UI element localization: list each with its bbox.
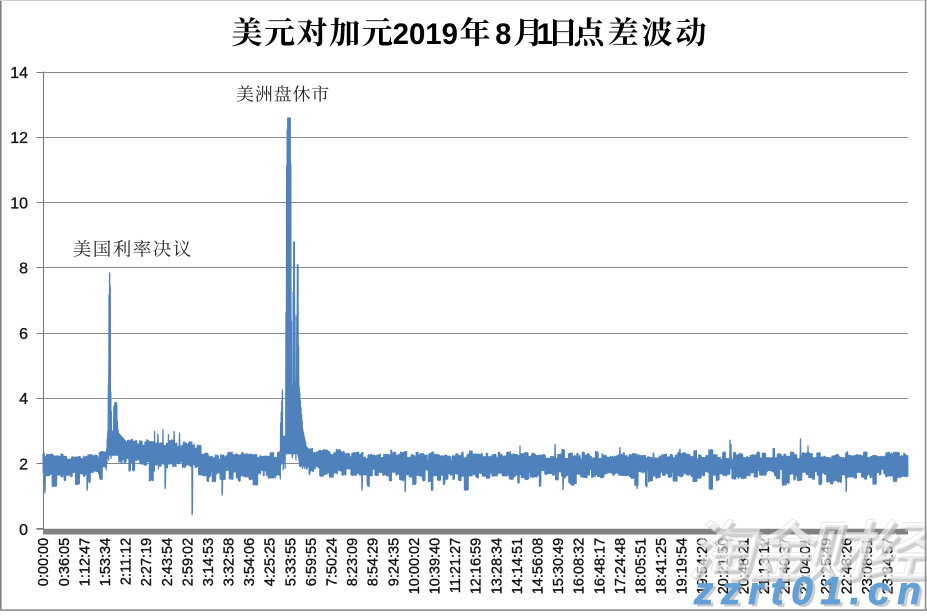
- svg-text:0:00:00: 0:00:00: [36, 538, 52, 586]
- svg-text:17:24:48: 17:24:48: [613, 538, 629, 594]
- svg-text:16:48:17: 16:48:17: [592, 538, 608, 594]
- svg-text:15:30:49: 15:30:49: [551, 538, 567, 594]
- svg-text:3:14:53: 3:14:53: [201, 538, 217, 586]
- svg-text:0: 0: [19, 522, 28, 539]
- svg-text:12:16:59: 12:16:59: [469, 538, 485, 594]
- svg-text:4:25:25: 4:25:25: [263, 538, 279, 586]
- svg-text:8: 8: [495, 18, 511, 51]
- svg-text:18:05:51: 18:05:51: [634, 538, 650, 594]
- svg-text:16:08:32: 16:08:32: [572, 538, 588, 594]
- svg-text:4: 4: [19, 391, 28, 408]
- svg-text:14:14:51: 14:14:51: [510, 538, 526, 594]
- svg-text:10: 10: [10, 195, 28, 212]
- svg-text:11:21:27: 11:21:27: [448, 538, 464, 593]
- svg-text:18:41:25: 18:41:25: [654, 538, 670, 594]
- svg-text:2019: 2019: [393, 18, 458, 51]
- svg-text:0:36:05: 0:36:05: [57, 538, 73, 586]
- svg-text:9:24:35: 9:24:35: [386, 538, 402, 586]
- svg-text:3:32:58: 3:32:58: [222, 538, 238, 586]
- svg-text:10:39:40: 10:39:40: [428, 538, 444, 594]
- svg-text:2:27:19: 2:27:19: [139, 538, 155, 586]
- svg-text:10:00:02: 10:00:02: [407, 538, 423, 594]
- svg-text:3:54:06: 3:54:06: [242, 538, 258, 586]
- svg-text:6:59:55: 6:59:55: [304, 538, 320, 586]
- svg-text:6: 6: [19, 326, 28, 343]
- svg-text:7:50:24: 7:50:24: [325, 538, 341, 586]
- svg-text:2: 2: [19, 457, 28, 474]
- svg-text:2:11:12: 2:11:12: [119, 538, 135, 585]
- svg-text:2:43:54: 2:43:54: [160, 538, 176, 586]
- svg-text:1:53:34: 1:53:34: [98, 538, 114, 586]
- svg-text:14:56:08: 14:56:08: [531, 538, 547, 594]
- svg-text:13:28:34: 13:28:34: [489, 538, 505, 594]
- svg-text:8:23:09: 8:23:09: [345, 538, 361, 586]
- svg-text:14: 14: [10, 65, 28, 82]
- svg-text:zzrt01.cn: zzrt01.cn: [696, 573, 927, 612]
- svg-text:12: 12: [10, 130, 28, 147]
- svg-text:8: 8: [19, 261, 28, 278]
- svg-text:1:12:47: 1:12:47: [77, 538, 93, 586]
- svg-text:zzrt01.cn: zzrt01.cn: [693, 570, 927, 611]
- svg-text:5:33:55: 5:33:55: [283, 538, 299, 586]
- svg-text:2:59:02: 2:59:02: [180, 538, 196, 586]
- svg-text:1: 1: [537, 18, 554, 51]
- svg-text:8:54:29: 8:54:29: [366, 538, 382, 586]
- svg-text:19:19:54: 19:19:54: [675, 538, 691, 594]
